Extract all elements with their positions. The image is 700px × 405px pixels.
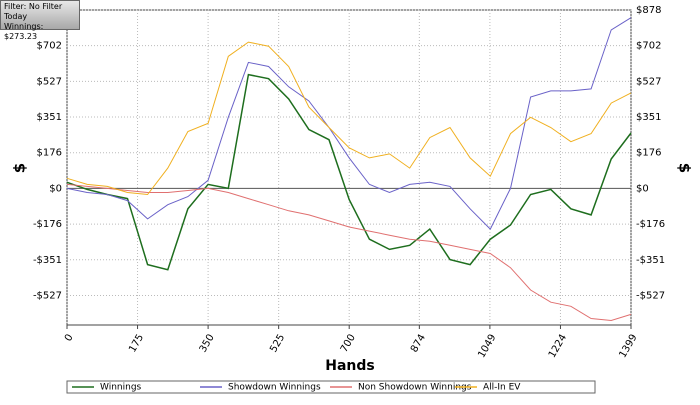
y-tick-label: -$176: [33, 219, 62, 230]
x-tick-label: 1049: [476, 332, 498, 360]
info-filter: Filter: No Filter: [4, 2, 63, 11]
y2-tick-label: $176: [636, 148, 661, 159]
x-axis-label: Hands: [325, 358, 375, 374]
y2-tick-label: -$176: [636, 219, 665, 230]
y2-tick-label: $351: [636, 112, 661, 123]
series-line: [66, 183, 632, 322]
y2-tick-label: -$527: [636, 290, 665, 301]
plot-area: [66, 9, 632, 326]
info-box: Filter: No Filter Today Winnings: $273.2…: [0, 0, 80, 41]
y-tick-label: $176: [37, 148, 62, 159]
y2-tick-label: $527: [636, 76, 661, 87]
legend-label: Showdown Winnings: [228, 383, 321, 393]
y2-tick-label: -$351: [636, 255, 665, 266]
x-tick-label: 1224: [547, 333, 569, 361]
x-tick-label: 525: [268, 333, 287, 355]
x-tick-label: 0: [63, 333, 76, 344]
y-tick-label: $351: [37, 112, 62, 123]
y-tick-label: $702: [37, 41, 62, 52]
x-tick-label: 175: [127, 333, 146, 355]
x-tick-label: 700: [339, 333, 358, 355]
x-tick-label: 874: [409, 333, 428, 355]
y-tick-label: -$527: [33, 290, 62, 301]
y2-tick-label: $0: [636, 183, 649, 194]
y2-axis-label: $: [676, 163, 694, 173]
legend-label: All-In EV: [483, 383, 521, 393]
info-winnings: Winnings: $273.23: [4, 22, 44, 41]
info-period: Today: [4, 12, 28, 21]
series-line: [66, 73, 632, 271]
series-line: [66, 17, 632, 230]
y-axis-label: $: [11, 163, 29, 173]
x-tick-label: 350: [198, 333, 217, 355]
legend-label: Non Showdown Winnings: [358, 383, 472, 393]
y-tick-label: $527: [37, 76, 62, 87]
y2-tick-label: $702: [636, 41, 661, 52]
y2-tick-label: $878: [636, 5, 661, 16]
legend-label: Winnings: [100, 383, 142, 393]
y-tick-label: -$351: [33, 255, 62, 266]
y-tick-label: $0: [49, 183, 62, 194]
x-tick-label: 1399: [617, 333, 639, 361]
series-line: [66, 41, 632, 196]
